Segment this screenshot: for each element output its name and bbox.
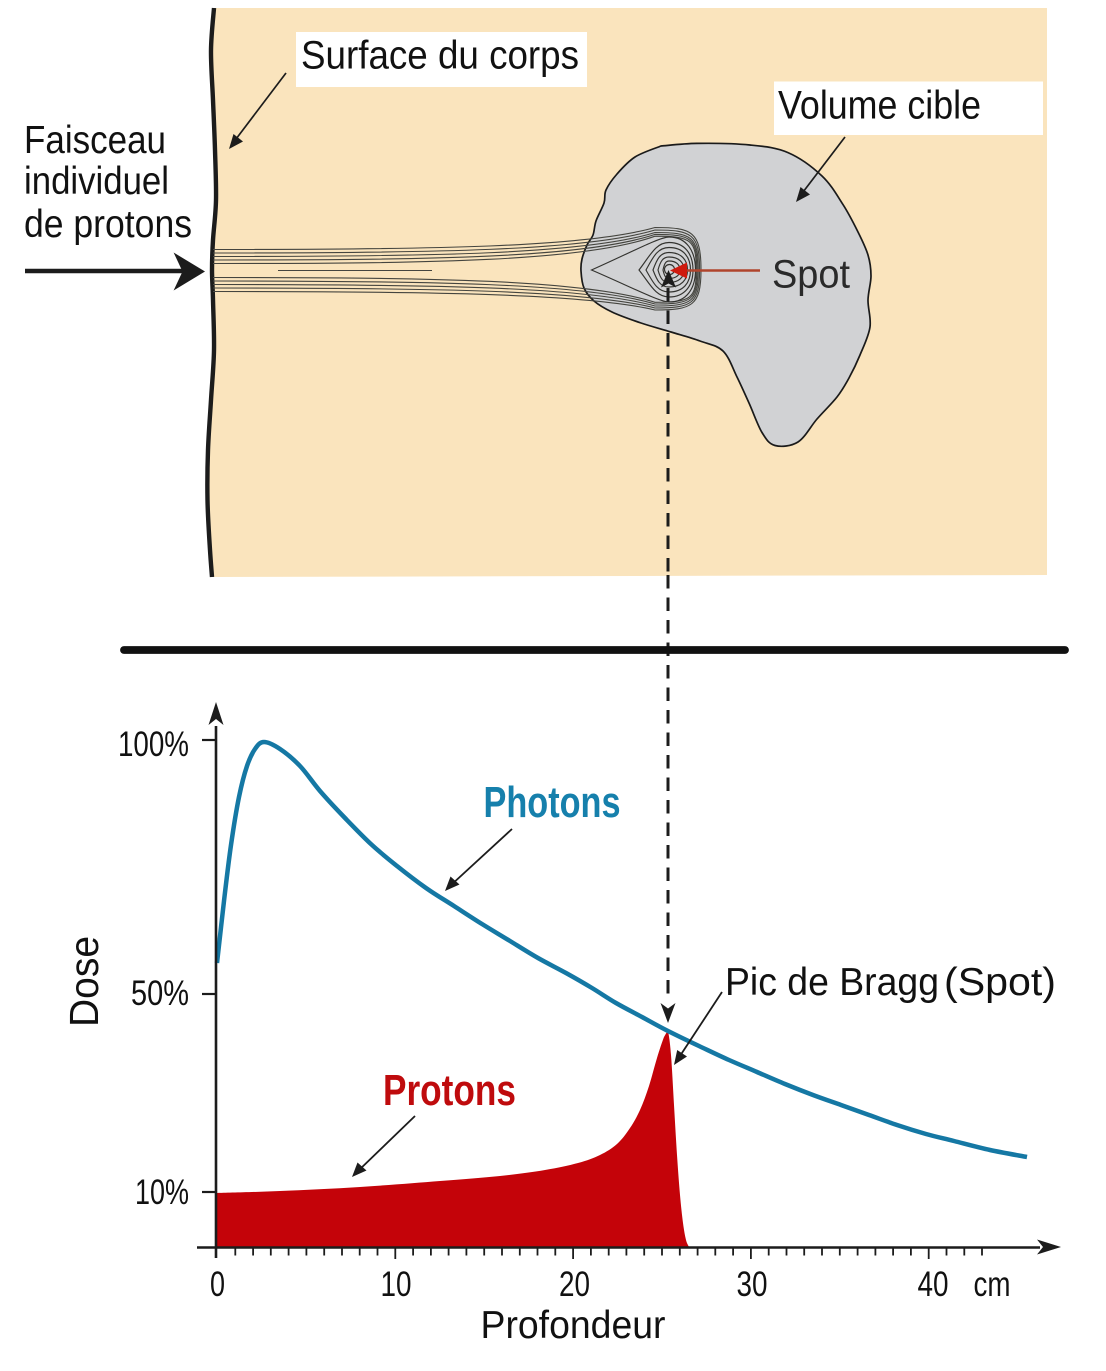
svg-text:Photons: Photons	[484, 779, 621, 827]
svg-text:Protons: Protons	[383, 1067, 516, 1115]
svg-text:40: 40	[918, 1265, 949, 1304]
svg-text:Surface du corps: Surface du corps	[301, 34, 579, 78]
svg-text:Volume cible: Volume cible	[778, 84, 981, 128]
svg-text:10%: 10%	[135, 1173, 189, 1212]
svg-text:Pic de Bragg: Pic de Bragg	[725, 961, 939, 1004]
svg-text:individuel: individuel	[24, 160, 169, 203]
svg-text:100%: 100%	[118, 725, 189, 764]
svg-text:30: 30	[737, 1265, 768, 1304]
svg-text:10: 10	[381, 1265, 412, 1304]
svg-text:50%: 50%	[131, 974, 189, 1013]
svg-text:Profondeur: Profondeur	[481, 1304, 666, 1347]
svg-text:20: 20	[559, 1265, 590, 1304]
svg-text:de protons: de protons	[24, 203, 192, 246]
svg-text:Spot: Spot	[772, 253, 850, 297]
svg-text:0: 0	[210, 1265, 225, 1304]
svg-text:(Spot): (Spot)	[944, 961, 1056, 1004]
svg-text:Faisceau: Faisceau	[24, 119, 166, 162]
svg-text:cm: cm	[974, 1265, 1011, 1304]
svg-text:Dose: Dose	[61, 936, 107, 1027]
